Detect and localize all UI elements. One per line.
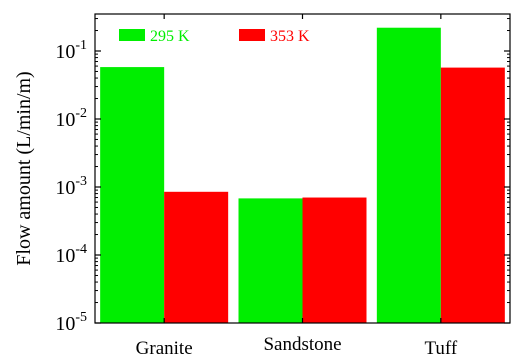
bar-sandstone-353k [302, 197, 367, 323]
y-tick-base: 10 [55, 313, 75, 335]
y-axis-label: Flow amount (L/min/m) [13, 71, 35, 265]
y-tick-exponent: -5 [75, 310, 87, 325]
bar-tuff-353k [440, 67, 505, 324]
y-tick-label: 10-5 [55, 310, 87, 335]
y-tick-base: 10 [55, 245, 75, 267]
y-tick-base: 10 [55, 177, 75, 199]
y-tick-base: 10 [55, 41, 75, 63]
category-label-tuff: Tuff [424, 338, 457, 358]
y-tick-label: 10-2 [55, 106, 87, 131]
y-tick-exponent: -1 [75, 38, 87, 53]
y-tick-exponent: -4 [75, 242, 87, 257]
bar-tuff-295k [376, 27, 441, 323]
y-tick-exponent: -2 [75, 106, 87, 121]
x-axis-category-labels: Granite Sandstone Tuff [136, 14, 458, 358]
y-tick-base: 10 [55, 109, 75, 131]
y-tick-label: 10-1 [55, 38, 87, 63]
bar-sandstone-295k [238, 198, 303, 323]
bars-group [100, 27, 505, 324]
category-label-sandstone: Sandstone [263, 334, 341, 355]
legend-swatch [119, 29, 145, 41]
y-tick-exponent: -3 [75, 174, 87, 189]
y-tick-label: 10-3 [55, 174, 87, 199]
legend-swatch [239, 29, 265, 41]
bar-granite-295k [100, 67, 165, 323]
legend-label: 353 K [270, 28, 310, 45]
legend-label: 295 K [150, 28, 190, 45]
bar-granite-353k [164, 191, 229, 323]
y-axis-ticks: 10-510-410-310-210-1 [55, 18, 510, 335]
category-label-granite: Granite [136, 338, 193, 358]
legend: 295 K 353 K [119, 28, 310, 45]
y-tick-label: 10-4 [55, 242, 87, 267]
